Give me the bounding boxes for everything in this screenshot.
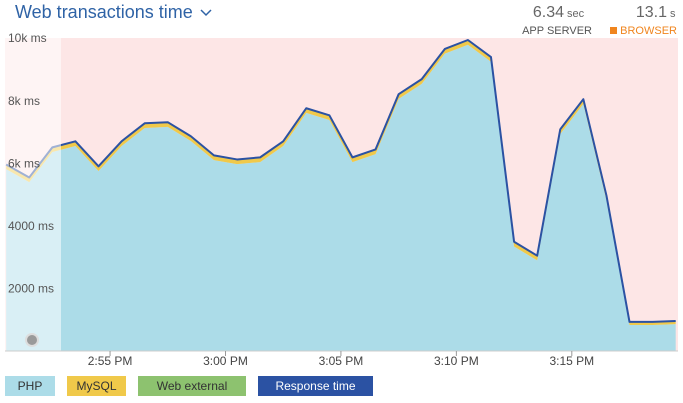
area-0 bbox=[6, 44, 676, 351]
response-line bbox=[5, 39, 676, 323]
browser-swatch bbox=[610, 27, 617, 34]
y-tick-label: 2000 ms bbox=[8, 282, 54, 296]
app-server-value: 6.34 bbox=[533, 4, 564, 21]
legend-swatch bbox=[5, 376, 55, 396]
app-server-label: APP SERVER bbox=[522, 25, 592, 37]
browser-value: 13.1 bbox=[636, 4, 667, 21]
legend-label: MySQL bbox=[76, 379, 116, 393]
marker-icon[interactable] bbox=[25, 333, 39, 347]
legend-label: Response time bbox=[275, 379, 355, 393]
y-tick-label: 10k ms bbox=[8, 31, 47, 45]
app-server-unit: sec bbox=[567, 8, 585, 20]
legend-label: PHP bbox=[18, 379, 43, 393]
x-tick-label: 3:10 PM bbox=[434, 354, 479, 368]
browser-label: BROWSER bbox=[620, 25, 677, 37]
dropdown-chevron[interactable] bbox=[200, 9, 212, 17]
x-tick-label: 2:55 PM bbox=[88, 354, 133, 368]
y-tick-label: 6k ms bbox=[8, 156, 40, 170]
x-tick-label: 3:15 PM bbox=[549, 354, 594, 368]
chart-title: Web transactions time bbox=[15, 2, 193, 22]
legend-label: Web external bbox=[157, 379, 227, 393]
y-tick-label: 8k ms bbox=[8, 94, 40, 108]
x-tick-label: 3:05 PM bbox=[319, 354, 364, 368]
legend-swatch bbox=[67, 376, 126, 396]
legend-swatch bbox=[258, 376, 373, 396]
legend-swatch bbox=[138, 376, 246, 396]
y-tick-label: 4000 ms bbox=[8, 219, 54, 233]
x-tick-label: 3:00 PM bbox=[203, 354, 248, 368]
browser-unit: s bbox=[670, 8, 676, 20]
past-region-overlay bbox=[5, 38, 61, 351]
